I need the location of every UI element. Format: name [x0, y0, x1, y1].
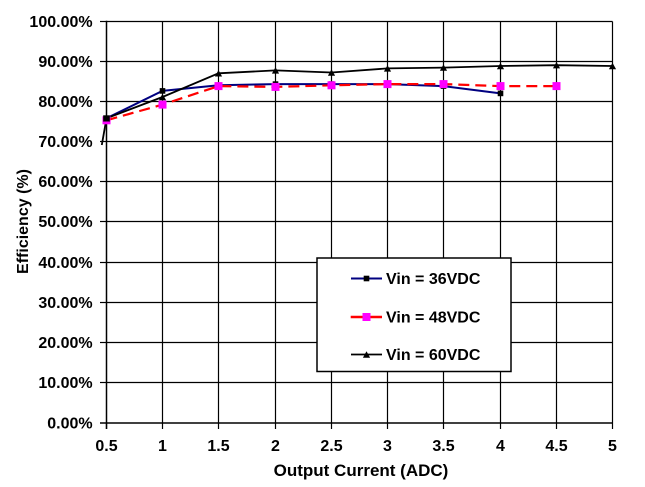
svg-text:Output Current (ADC): Output Current (ADC) — [274, 461, 449, 480]
svg-text:100.00%: 100.00% — [29, 14, 92, 31]
svg-text:90.00%: 90.00% — [38, 54, 92, 71]
svg-text:0.00%: 0.00% — [47, 415, 92, 432]
svg-text:60.00%: 60.00% — [38, 174, 92, 191]
svg-text:Vin = 48VDC: Vin = 48VDC — [386, 310, 481, 327]
svg-text:4.5: 4.5 — [545, 438, 567, 455]
svg-text:3: 3 — [383, 438, 392, 455]
svg-text:50.00%: 50.00% — [38, 214, 92, 231]
svg-text:Efficiency (%): Efficiency (%) — [15, 169, 32, 274]
svg-text:1: 1 — [158, 438, 167, 455]
svg-text:70.00%: 70.00% — [38, 134, 92, 151]
svg-text:5: 5 — [608, 438, 617, 455]
svg-text:Vin = 36VDC: Vin = 36VDC — [386, 271, 481, 288]
svg-text:2.5: 2.5 — [320, 438, 342, 455]
svg-text:20.00%: 20.00% — [38, 335, 92, 352]
svg-text:30.00%: 30.00% — [38, 295, 92, 312]
svg-text:4: 4 — [496, 438, 505, 455]
svg-text:80.00%: 80.00% — [38, 94, 92, 111]
svg-text:2: 2 — [271, 438, 280, 455]
svg-text:10.00%: 10.00% — [38, 375, 92, 392]
svg-text:0.5: 0.5 — [95, 438, 117, 455]
svg-text:3.5: 3.5 — [432, 438, 454, 455]
svg-text:1.5: 1.5 — [207, 438, 229, 455]
svg-text:Vin = 60VDC: Vin = 60VDC — [386, 347, 481, 364]
svg-text:40.00%: 40.00% — [38, 255, 92, 272]
